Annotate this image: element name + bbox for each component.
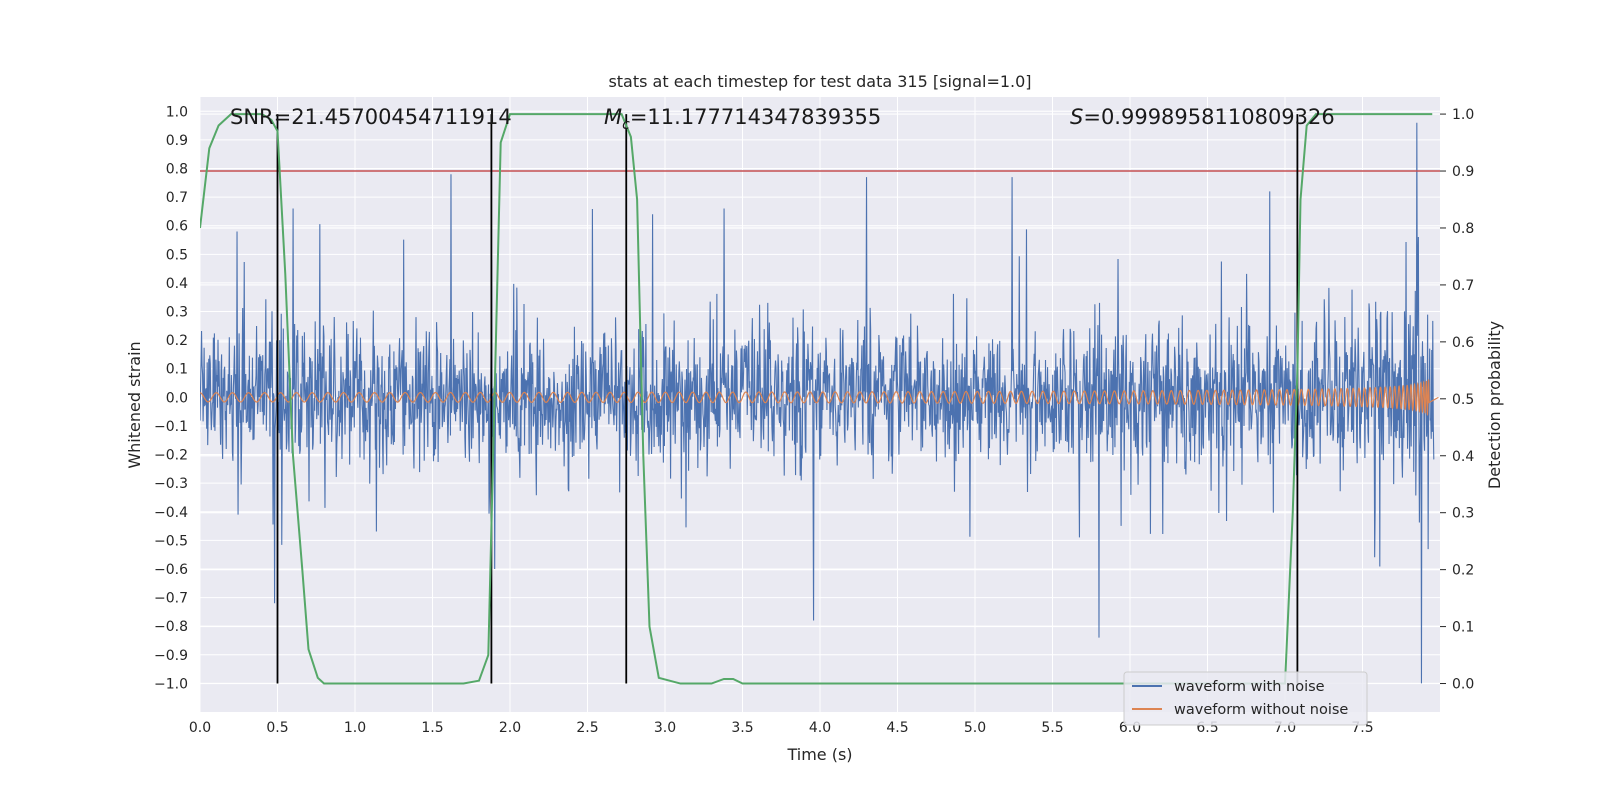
y-tick-label: 0.4 — [166, 276, 188, 292]
y-tick-label: 0.2 — [166, 333, 188, 349]
y2-tick-label: 0.3 — [1452, 506, 1474, 522]
x-tick-label: 1.5 — [421, 720, 443, 736]
y2-tick-label: 0.8 — [1452, 221, 1474, 237]
x-tick-label: 5.0 — [964, 720, 986, 736]
y2-tick-label: 0.4 — [1452, 449, 1474, 465]
y2-tick-label: 0.5 — [1452, 392, 1474, 408]
y2-axis-label: Detection probability — [1485, 321, 1504, 489]
y-tick-label: −0.5 — [154, 533, 188, 549]
y-tick-label: −0.8 — [154, 619, 188, 635]
legend: waveform with noise waveform without noi… — [1123, 671, 1368, 726]
y2-tick-label: 0.2 — [1452, 563, 1474, 579]
y-tick-label: 0.1 — [166, 362, 188, 378]
y-tick-label: 0.9 — [166, 133, 188, 149]
x-tick-label: 1.0 — [344, 720, 366, 736]
y-tick-label: 1.0 — [166, 104, 188, 120]
y-tick-label: 0.3 — [166, 305, 188, 321]
series-waveform-with-noise — [200, 122, 1435, 684]
legend-label-noise: waveform with noise — [1174, 679, 1325, 695]
x-axis-ticks: 0.0 0.5 1.0 1.5 2.0 2.5 3.0 3.5 4.0 4.5 5.0 5.5 6.0 6… — [189, 720, 1374, 736]
chirp-mass-subscript: c — [622, 117, 630, 133]
y-tick-label: 0.5 — [166, 247, 188, 263]
series-waveform-without-noise — [200, 379, 1439, 417]
x-tick-label: 0.5 — [266, 720, 288, 736]
score-symbol: S — [1070, 105, 1083, 129]
legend-frame — [1123, 671, 1368, 726]
y-axis-label: Whitened strain — [125, 341, 144, 468]
noise-trace — [200, 122, 1435, 684]
y-tick-label: 0.0 — [166, 390, 188, 406]
y-tick-label: −0.2 — [154, 448, 188, 464]
y2-tick-label: 0.7 — [1452, 278, 1474, 294]
x-tick-label: 3.0 — [654, 720, 676, 736]
chirp-mass-symbol: M — [604, 105, 622, 129]
y-tick-label: −0.3 — [154, 476, 188, 492]
x-tick-label: 4.5 — [886, 720, 908, 736]
chirp-mass-annotation: Mc=11.177714347839355 — [604, 105, 881, 133]
y-tick-label: 0.8 — [166, 162, 188, 178]
score-annotation: S=0.9998958110809326 — [1070, 105, 1335, 129]
y-tick-label: −0.6 — [154, 562, 188, 578]
legend-label-clean: waveform without noise — [1174, 702, 1348, 718]
x-tick-label: 4.0 — [809, 720, 831, 736]
score-value: =0.9998958110809326 — [1083, 105, 1334, 129]
y2-tick-label: 0.0 — [1452, 677, 1474, 693]
snr-annotation: SNR=21.45700454711914 — [230, 105, 512, 129]
y2-tick-label: 0.6 — [1452, 335, 1474, 351]
y2-tick-label: 0.9 — [1452, 164, 1474, 180]
x-tick-label: 5.5 — [1041, 720, 1063, 736]
y-tick-label: −0.4 — [154, 505, 188, 521]
y2-tick-label: 0.1 — [1452, 620, 1474, 636]
x-tick-label: 2.5 — [576, 720, 598, 736]
chirp-mass-value: =11.177714347839355 — [630, 105, 881, 129]
y-tick-label: −0.9 — [154, 648, 188, 664]
chirp-trace — [200, 379, 1439, 417]
x-tick-label: 2.0 — [499, 720, 521, 736]
x-tick-label: 0.0 — [189, 720, 211, 736]
y-axis-ticks: 1.0 0.9 0.8 0.7 0.6 0.5 0.4 0.3 0.2 0.1 0.0 −0.1 −0.… — [154, 104, 188, 692]
y-tick-label: 0.7 — [166, 190, 188, 206]
y-tick-label: 0.6 — [166, 219, 188, 235]
chart-title: stats at each timestep for test data 315… — [608, 72, 1031, 91]
y-tick-label: −1.0 — [154, 676, 188, 692]
y-tick-label: −0.7 — [154, 591, 188, 607]
x-tick-label: 3.5 — [731, 720, 753, 736]
y-tick-label: −0.1 — [154, 419, 188, 435]
y2-axis-ticks: 1.0 0.9 0.8 0.7 0.6 0.5 0.4 0.3 0.2 0.1 0.0 — [1440, 107, 1474, 693]
x-axis-label: Time (s) — [786, 745, 852, 764]
y2-tick-label: 1.0 — [1452, 107, 1474, 123]
